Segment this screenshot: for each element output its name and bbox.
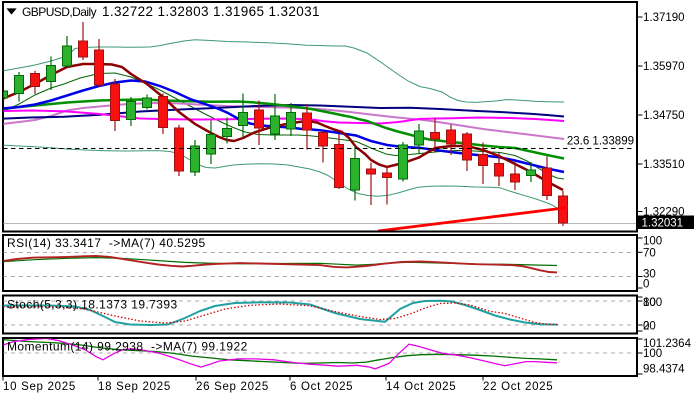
svg-text:1.35970: 1.35970 — [643, 61, 685, 73]
svg-text:18 Sep 2025: 18 Sep 2025 — [98, 381, 171, 393]
svg-text:101.2364: 101.2364 — [643, 338, 692, 350]
svg-text:0: 0 — [643, 320, 649, 332]
svg-text:80: 80 — [643, 297, 656, 309]
svg-text:70: 70 — [643, 247, 656, 259]
svg-text:RSI(14) 33.3417 ->MA(7) 40.52: RSI(14) 33.3417 ->MA(7) 40.5295 — [7, 236, 206, 250]
svg-text:1.32722 1.32803 1.31965 1.3203: 1.32722 1.32803 1.31965 1.32031 — [102, 4, 320, 19]
svg-text:20: 20 — [643, 320, 656, 332]
svg-text:Stoch(5,3,3) 18.1373 19.7393: Stoch(5,3,3) 18.1373 19.7393 — [7, 298, 178, 312]
svg-text:1.34750: 1.34750 — [643, 110, 685, 122]
svg-text:26 Sep 2025: 26 Sep 2025 — [196, 381, 269, 393]
svg-text:22 Oct 2025: 22 Oct 2025 — [483, 381, 553, 393]
svg-text:1.37190: 1.37190 — [643, 12, 685, 24]
svg-text:23.6 1.33899: 23.6 1.33899 — [567, 136, 634, 148]
svg-text:100: 100 — [643, 236, 662, 248]
svg-text:0: 0 — [643, 279, 649, 291]
svg-text:10 Sep 2025: 10 Sep 2025 — [3, 381, 76, 393]
svg-text:100: 100 — [643, 348, 662, 360]
svg-text:30: 30 — [643, 269, 656, 281]
svg-text:6 Oct 2025: 6 Oct 2025 — [290, 381, 353, 393]
svg-text:1.33510: 1.33510 — [643, 159, 685, 171]
svg-text:1.32031: 1.32031 — [642, 218, 684, 230]
svg-text:14 Oct 2025: 14 Oct 2025 — [386, 381, 456, 393]
svg-text:GBPUSD,Daily: GBPUSD,Daily — [22, 5, 97, 19]
svg-text:100: 100 — [643, 297, 662, 309]
svg-text:98.4374: 98.4374 — [643, 364, 685, 376]
svg-text:Momentum(14) 99.2938 ->MA(7): Momentum(14) 99.2938 ->MA(7) 99.1922 — [7, 340, 248, 354]
